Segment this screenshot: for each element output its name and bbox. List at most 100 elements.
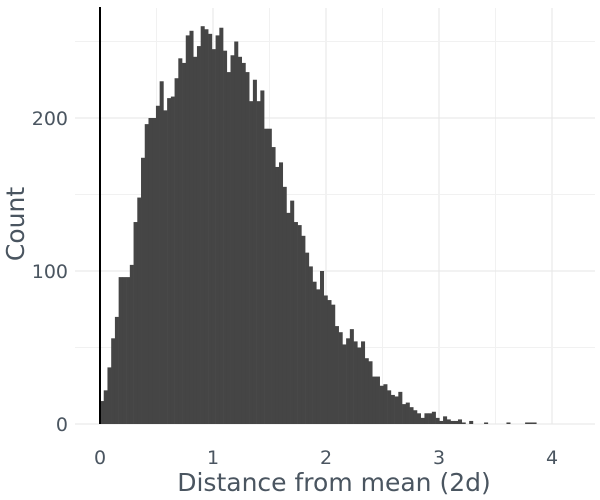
histogram-bar	[107, 367, 112, 424]
histogram-bar	[361, 341, 366, 424]
histogram-bar	[118, 277, 123, 424]
histogram-bar	[338, 332, 343, 424]
histogram-bar	[182, 62, 187, 425]
histogram-bar	[334, 326, 339, 424]
y-tick-label: 200	[32, 108, 68, 130]
histogram-bar	[316, 289, 321, 424]
histogram-bar	[200, 26, 205, 424]
histogram-bar	[420, 417, 425, 424]
histogram-bar	[185, 35, 190, 424]
histogram-bar	[506, 422, 511, 424]
histogram-bar	[446, 419, 451, 424]
histogram-bar	[454, 420, 459, 424]
y-tick-label: 100	[32, 261, 68, 283]
histogram-bar	[237, 56, 243, 425]
histogram-bar	[394, 396, 399, 424]
histogram-bar	[305, 252, 310, 424]
x-tick-label: 0	[94, 447, 106, 469]
histogram-bar	[372, 376, 377, 424]
histogram-bar	[532, 422, 537, 424]
histogram-bar	[297, 225, 302, 424]
histogram-bar	[174, 78, 179, 424]
histogram-bar	[409, 407, 414, 424]
histogram-bar	[245, 72, 250, 424]
histogram-bar	[230, 55, 235, 425]
histogram-bar	[402, 404, 407, 424]
histogram-bar	[364, 358, 369, 424]
histogram-bar	[215, 35, 220, 424]
histogram-bar	[368, 361, 373, 424]
x-tick-label: 4	[546, 447, 558, 469]
histogram-bar	[331, 304, 336, 424]
histogram-bar	[129, 264, 134, 424]
histogram-bar	[141, 157, 146, 424]
histogram-bar	[387, 390, 392, 424]
histogram-bar	[252, 79, 257, 424]
histogram-bar	[137, 197, 142, 424]
histogram-bar	[264, 128, 269, 424]
histogram-bar	[234, 41, 239, 424]
histogram-bar	[301, 235, 306, 424]
histogram-bar	[152, 118, 157, 424]
histogram-bar	[100, 401, 105, 424]
histogram-bar	[312, 281, 317, 424]
histogram-bar	[469, 420, 474, 424]
x-axis-title: Distance from mean (2d)	[177, 468, 491, 497]
histogram-bar	[379, 385, 384, 424]
histogram-bar	[163, 110, 168, 424]
histogram-bar	[439, 420, 444, 424]
histogram-bar	[416, 413, 421, 424]
histogram-bar	[271, 147, 276, 424]
histogram-bar	[390, 394, 395, 424]
histogram-bar	[528, 422, 533, 424]
histogram-bar	[383, 384, 388, 424]
histogram-bar	[293, 222, 298, 424]
histogram-bar	[308, 266, 313, 424]
bars	[100, 26, 537, 425]
histogram-bar	[342, 344, 347, 424]
histogram-bar	[170, 96, 175, 424]
histogram-bar	[398, 391, 403, 424]
histogram-bar	[375, 376, 380, 424]
histogram-bar	[346, 338, 351, 424]
histogram-bar	[114, 316, 119, 424]
histogram-bar	[428, 413, 433, 424]
histogram-bar	[126, 277, 131, 424]
histogram-bar	[155, 105, 160, 424]
histogram-bar	[211, 49, 216, 425]
histogram-bar	[484, 422, 489, 424]
histogram-bar	[226, 72, 231, 424]
histogram-bar	[148, 118, 153, 424]
histogram-bar	[223, 50, 228, 425]
histogram-bar	[193, 56, 198, 425]
histogram-bar	[256, 101, 261, 425]
histogram-bar	[122, 277, 127, 424]
histogram-bar	[208, 33, 213, 424]
histogram-bar	[260, 90, 265, 425]
x-tick-label: 2	[320, 447, 332, 469]
histogram-bar	[204, 29, 209, 424]
histogram-bar	[435, 417, 440, 424]
histogram-bar	[286, 212, 291, 424]
histogram-bar	[443, 416, 448, 424]
histogram-bar	[461, 422, 466, 424]
histogram-bar	[323, 295, 328, 424]
histogram-bar	[275, 166, 280, 424]
histogram-bar	[353, 341, 358, 424]
histogram-bar	[267, 128, 272, 424]
histogram-bar	[249, 101, 254, 425]
histogram-bar	[349, 329, 354, 424]
histogram-bar	[144, 124, 149, 425]
histogram-bar	[431, 411, 436, 424]
histogram-bar	[413, 410, 418, 424]
histogram-bar	[290, 200, 295, 424]
y-axis-title: Count	[1, 187, 30, 261]
histogram-bar	[167, 98, 172, 425]
histogram-bar	[278, 162, 284, 424]
histogram-bar	[196, 46, 201, 425]
histogram-bar	[450, 420, 455, 424]
histogram-bar	[133, 222, 138, 424]
histogram-bar	[405, 402, 410, 424]
x-tick-label: 3	[433, 447, 445, 469]
